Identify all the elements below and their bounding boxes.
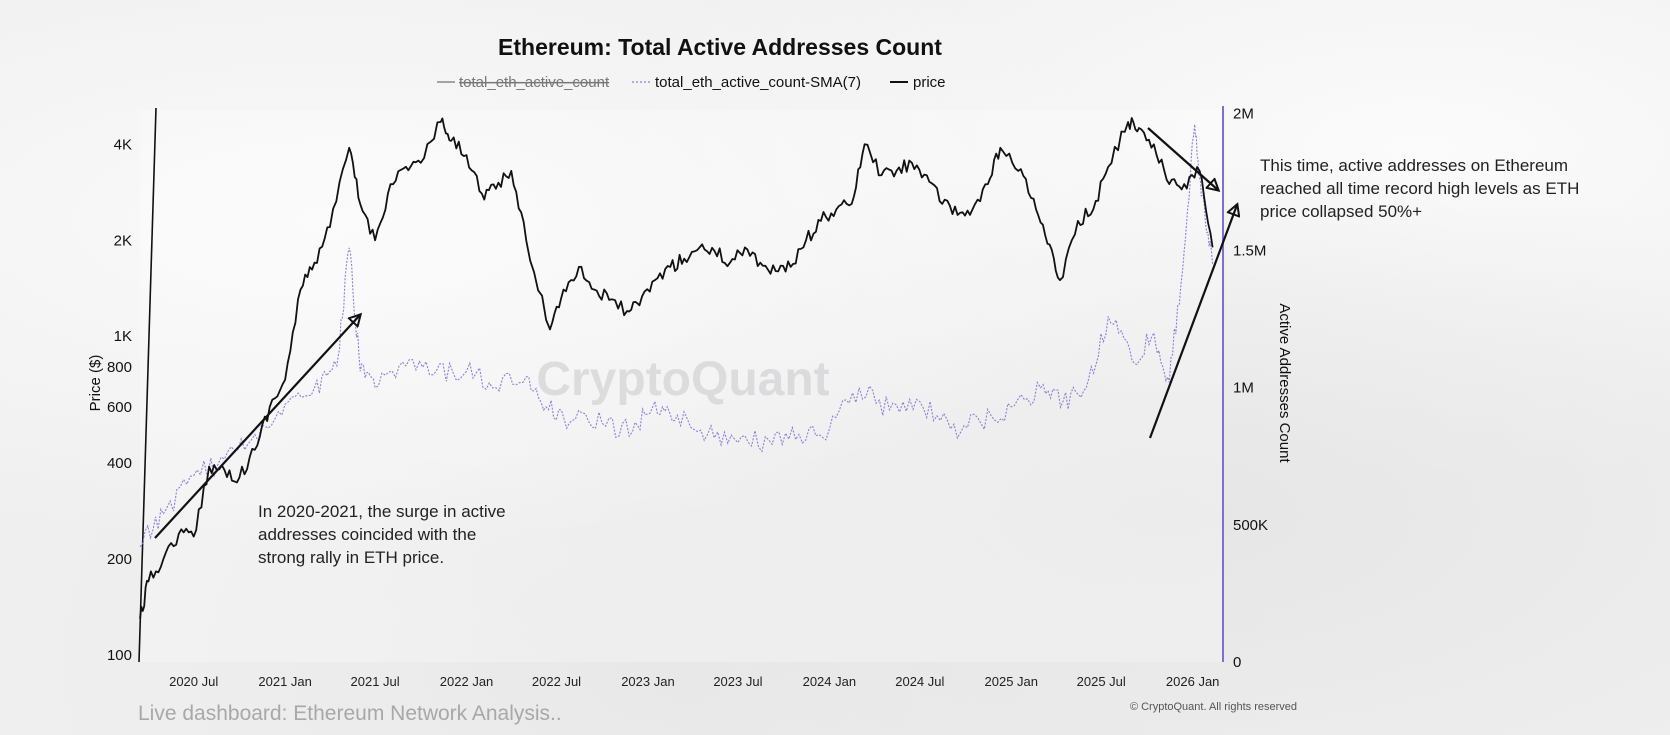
right-tick-label: 0 <box>1233 654 1241 671</box>
annotation-arrow-addresses-up <box>1148 205 1237 439</box>
right-tick-label: 1M <box>1233 380 1254 397</box>
right-axis-title: Active Addresses Count <box>1276 303 1293 463</box>
annotation-record-line-2: reached all time record high levels as E… <box>1260 179 1579 198</box>
x-tick-label: 2020 Jul <box>169 674 218 689</box>
annotation-record-line-3: price collapsed 50%+ <box>1260 202 1422 221</box>
x-tick-label: 2025 Jan <box>985 674 1039 689</box>
watermark: CryptoQuant <box>536 353 829 406</box>
legend-label-active-count-sma: total_eth_active_count-SMA(7) <box>655 74 861 91</box>
annotation-rally-line-3: strong rally in ETH price. <box>258 548 444 567</box>
left-axis-line <box>138 107 157 663</box>
legend-item-active-count[interactable]: total_eth_active_count <box>437 74 610 91</box>
x-tick-label: 2021 Jul <box>351 674 400 689</box>
left-axis-ticks: 100 200 400 600 800 1K 2K 4K <box>107 136 132 664</box>
x-axis-ticks: 2020 Jul 2021 Jan 2021 Jul 2022 Jan 2022 Jul… <box>169 674 1219 689</box>
right-axis-ticks: 0 500K 1M 1.5M 2M <box>1233 105 1268 671</box>
left-tick-label: 4K <box>114 136 132 153</box>
annotation-rally: In 2020-2021, the surge in active addres… <box>258 502 506 567</box>
x-tick-label: 2023 Jan <box>621 674 675 689</box>
annotation-record-line-1: This time, active addresses on Ethereum <box>1260 156 1568 175</box>
annotation-record: This time, active addresses on Ethereum … <box>1260 156 1579 221</box>
chart-title: Ethereum: Total Active Addresses Count <box>498 34 942 60</box>
x-tick-label: 2023 Jul <box>713 674 762 689</box>
left-tick-label: 600 <box>107 399 132 416</box>
legend-item-price[interactable]: price <box>890 74 946 91</box>
x-tick-label: 2022 Jul <box>532 674 581 689</box>
left-tick-label: 800 <box>107 359 132 376</box>
annotation-arrow-rally <box>154 315 360 539</box>
legend: total_eth_active_count total_eth_active_… <box>437 74 946 91</box>
copyright-notice: © CryptoQuant. All rights reserved <box>1130 701 1297 713</box>
x-tick-label: 2026 Jan <box>1166 674 1220 689</box>
live-dashboard-link[interactable]: Live dashboard: Ethereum Network Analysi… <box>138 702 562 725</box>
x-tick-label: 2024 Jul <box>895 674 944 689</box>
left-tick-label: 2K <box>114 232 132 249</box>
left-tick-label: 100 <box>107 647 132 664</box>
x-tick-label: 2024 Jan <box>803 674 857 689</box>
series-line-active-count-sma <box>139 124 1214 548</box>
legend-label-price: price <box>913 74 946 91</box>
left-tick-label: 1K <box>114 328 132 345</box>
x-tick-label: 2025 Jul <box>1077 674 1126 689</box>
annotation-rally-line-1: In 2020-2021, the surge in active <box>258 502 506 521</box>
right-tick-label: 2M <box>1233 105 1254 122</box>
x-tick-label: 2021 Jan <box>258 674 312 689</box>
annotation-arrow-price-down <box>1147 127 1218 190</box>
right-tick-label: 1.5M <box>1233 243 1266 260</box>
annotation-rally-line-2: addresses coincided with the <box>258 525 476 544</box>
series-line-price <box>139 117 1214 619</box>
x-tick-label: 2022 Jan <box>440 674 494 689</box>
left-tick-label: 400 <box>107 455 132 472</box>
legend-item-active-count-sma[interactable]: total_eth_active_count-SMA(7) <box>632 74 861 91</box>
right-tick-label: 500K <box>1233 517 1268 534</box>
left-axis-title: Price ($) <box>87 355 104 412</box>
left-tick-label: 200 <box>107 551 132 568</box>
legend-label-active-count: total_eth_active_count <box>459 74 610 91</box>
